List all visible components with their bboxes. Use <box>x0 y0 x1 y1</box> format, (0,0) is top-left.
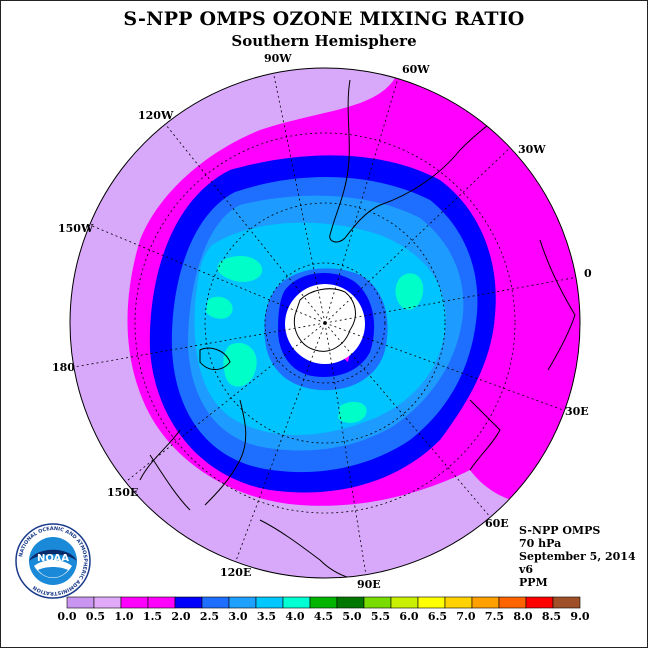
colorbar-tick-label: 5.5 <box>370 610 391 623</box>
colorbar-swatch <box>444 596 473 609</box>
map-border <box>69 67 581 579</box>
colorbar-swatch <box>147 596 176 609</box>
aqua-patch-3 <box>206 296 233 319</box>
colorbar-tick-label: 6.0 <box>399 610 419 623</box>
colorbar-swatch <box>309 596 338 609</box>
colorbar-tick-label: 2.5 <box>199 610 220 623</box>
colorbar-swatch <box>363 596 392 609</box>
aqua-patch-4 <box>223 343 257 387</box>
info-instrument: S-NPP OMPS <box>519 524 601 537</box>
lon-label-150w: 150W <box>58 222 94 235</box>
lon-label-90w: 90W <box>264 52 292 65</box>
colorbar-tick-label: 4.5 <box>313 610 334 623</box>
lon-label-90e: 90E <box>357 578 381 591</box>
colorbar-swatch <box>525 596 554 609</box>
colorbar-swatch <box>471 596 500 609</box>
lon-label-150e: 150E <box>107 486 139 499</box>
map-title: S-NPP OMPS OZONE MIXING RATIO <box>123 8 525 30</box>
noaa-logo: NATIONAL OCEANIC AND ATMOSPHERIC ADMINIS… <box>15 523 91 599</box>
colorbar-swatch <box>228 596 257 609</box>
lon-label-60w: 60W <box>402 63 430 76</box>
lon-label-180: 180 <box>52 361 75 374</box>
lon-label-0: 0 <box>584 267 592 280</box>
lon-label-30w: 30W <box>518 143 546 156</box>
lon-label-120w: 120W <box>138 109 174 122</box>
lon-label-120e: 120E <box>220 566 252 579</box>
colorbar-swatch <box>417 596 446 609</box>
colorbar-swatch <box>390 596 419 609</box>
aqua-patch-5 <box>338 401 367 423</box>
colorbar-tick-label: 9.0 <box>570 610 590 623</box>
colorbar-tick-label: 5.0 <box>342 610 362 623</box>
colorbar-tick-label: 3.0 <box>228 610 248 623</box>
logo-text: NOAA <box>37 553 69 564</box>
colorbar-swatch <box>120 596 149 609</box>
info-units: PPM <box>519 576 548 589</box>
colorbar-swatch <box>93 596 122 609</box>
colorbar-tick-label: 6.5 <box>427 610 448 623</box>
colorbar-swatch <box>174 596 203 609</box>
info-version: v6 <box>519 563 534 576</box>
colorbar-tick-label: 0.0 <box>57 610 77 623</box>
colorbar-swatch <box>255 596 284 609</box>
colorbar-tick-label: 3.5 <box>256 610 277 623</box>
colorbar-tick-label: 0.5 <box>85 610 106 623</box>
colorbar-tick-label: 1.0 <box>114 610 134 623</box>
colorbar-swatch <box>66 596 95 609</box>
lon-label-30e: 30E <box>565 405 589 418</box>
colorbar-tick-label: 8.5 <box>541 610 562 623</box>
colorbar-swatch <box>201 596 230 609</box>
colorbar-swatch <box>498 596 527 609</box>
info-level: 70 hPa <box>519 537 562 550</box>
colorbar-tick-label: 4.0 <box>285 610 305 623</box>
aqua-patch-2 <box>395 273 424 310</box>
info-date: September 5, 2014 <box>519 550 636 563</box>
colorbar-swatch <box>336 596 365 609</box>
colorbar-swatch <box>282 596 311 609</box>
aqua-patch-1 <box>217 256 263 282</box>
map-subtitle: Southern Hemisphere <box>231 32 417 50</box>
colorbar-tick-label: 7.0 <box>456 610 476 623</box>
colorbar-tick-label: 2.0 <box>171 610 191 623</box>
colorbar-tick-label: 7.5 <box>484 610 505 623</box>
graticule <box>73 68 579 576</box>
lon-label-60e: 60E <box>485 517 509 530</box>
coastlines <box>139 79 576 578</box>
colorbar-tick-label: 1.5 <box>142 610 163 623</box>
info-block: S-NPP OMPS 70 hPa September 5, 2014 v6 P… <box>519 524 636 589</box>
colorbar-swatch <box>552 596 581 609</box>
colorbar-tick-label: 8.0 <box>513 610 533 623</box>
